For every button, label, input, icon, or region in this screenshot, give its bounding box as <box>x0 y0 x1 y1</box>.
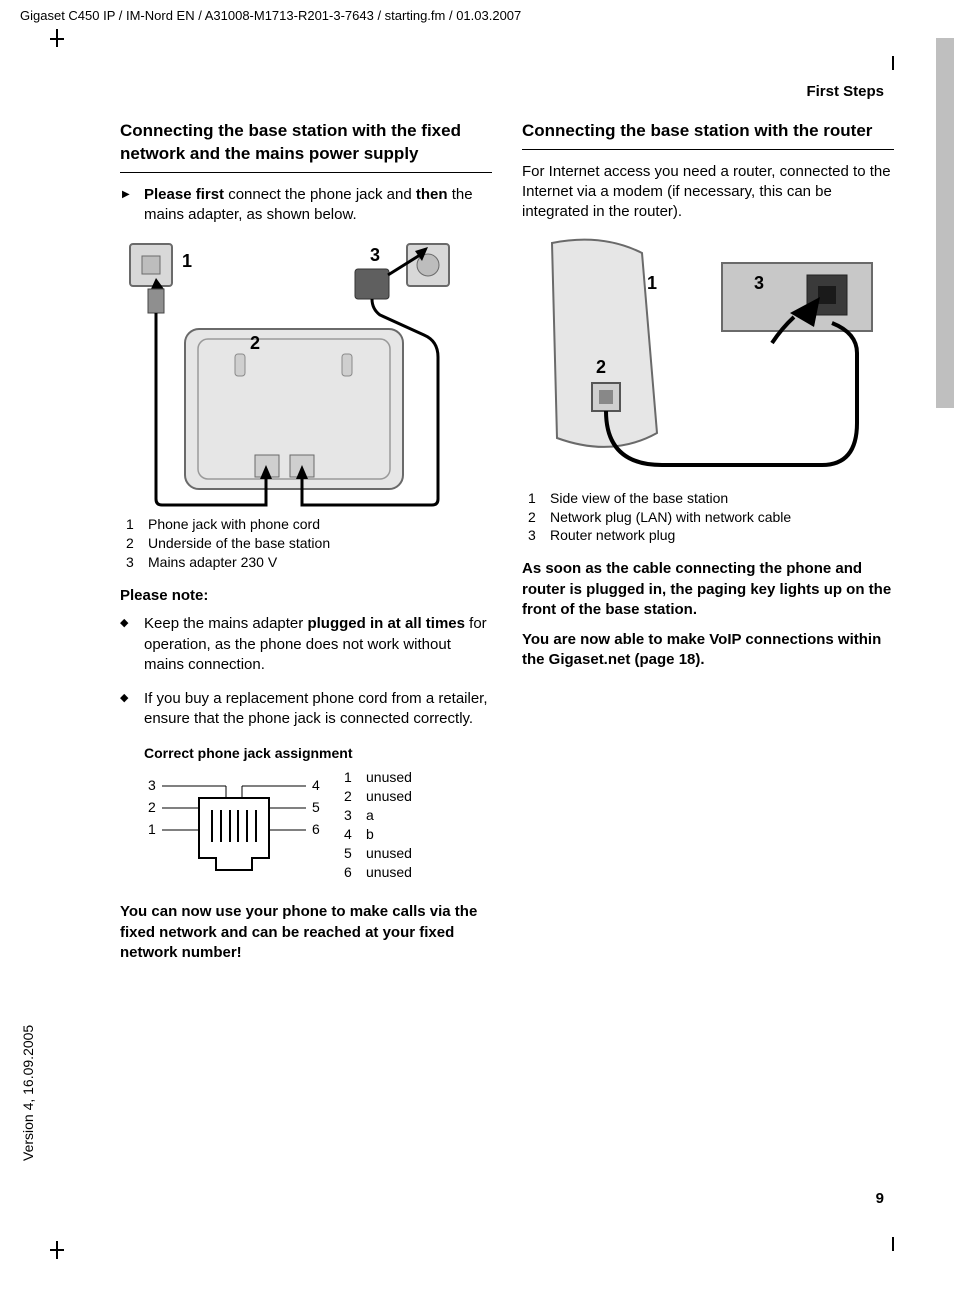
legend2-n3: 3 <box>528 526 542 545</box>
legend1-t1: Phone jack with phone cord <box>148 515 320 534</box>
svg-text:1: 1 <box>647 273 657 293</box>
thumb-index-bar <box>936 38 954 408</box>
doc-path: Gigaset C450 IP / IM-Nord EN / A31008-M1… <box>20 8 521 23</box>
right-column: Connecting the base station with the rou… <box>522 120 894 973</box>
left-closing: You can now use your phone to make calls… <box>120 902 492 963</box>
legend1-n3: 3 <box>126 553 140 572</box>
svg-text:6: 6 <box>312 821 320 837</box>
figure-router-connection: 1 2 3 <box>522 233 894 483</box>
left-heading: Connecting the base station with the fix… <box>120 120 492 173</box>
svg-text:3: 3 <box>148 777 156 793</box>
right-intro: For Internet access you need a router, c… <box>522 162 894 223</box>
legend1-n1: 1 <box>126 515 140 534</box>
note1-prefix: Keep the mains adapter <box>144 615 307 632</box>
svg-text:2: 2 <box>596 357 606 377</box>
note-2: If you buy a replacement phone cord from… <box>120 689 492 730</box>
legend-figure2: 1 Side view of the base station 2 Network … <box>528 489 894 546</box>
note-1: Keep the mains adapter plugged in at all… <box>120 614 492 675</box>
svg-text:2: 2 <box>148 799 156 815</box>
note1-bold: plugged in at all times <box>307 615 465 632</box>
svg-text:5: 5 <box>312 799 320 815</box>
legend2-t2: Network plug (LAN) with network cable <box>550 508 791 527</box>
legend1-t3: Mains adapter 230 V <box>148 553 277 572</box>
legend2-t1: Side view of the base station <box>550 489 728 508</box>
pinout-title: Correct phone jack assignment <box>144 744 492 763</box>
pin-6: unused <box>366 863 412 882</box>
pin-2: unused <box>366 787 412 806</box>
right-bold-2: You are now able to make VoIP connection… <box>522 630 894 671</box>
legend-figure1: 1 Phone jack with phone cord 2 Underside o… <box>126 515 492 572</box>
legend2-n2: 2 <box>528 508 542 527</box>
svg-text:3: 3 <box>754 273 764 293</box>
left-intro: Please first connect the phone jack and … <box>120 185 492 226</box>
legend1-t2: Underside of the base station <box>148 534 330 553</box>
fig1-label-2: 2 <box>250 333 260 353</box>
legend2-t3: Router network plug <box>550 526 675 545</box>
page-number: 9 <box>876 1190 884 1207</box>
pin-5: unused <box>366 844 412 863</box>
svg-text:1: 1 <box>148 821 156 837</box>
please-note-label: Please note: <box>120 586 492 606</box>
pin-1: unused <box>366 768 412 787</box>
intro-bold2: then <box>416 186 448 203</box>
left-column: Connecting the base station with the fix… <box>120 120 492 973</box>
figure-base-connections: 1 2 3 <box>120 239 492 509</box>
legend1-n2: 2 <box>126 534 140 553</box>
right-bold-1: As soon as the cable connecting the phon… <box>522 559 894 620</box>
section-label: First Steps <box>806 83 884 100</box>
pinout-assignments: 1unused 2unused 3a 4b 5unused 6unused <box>344 768 412 888</box>
intro-bold1: Please first <box>144 186 224 203</box>
svg-text:4: 4 <box>312 777 320 793</box>
intro-mid: connect the phone jack and <box>224 186 416 203</box>
legend2-n1: 1 <box>528 489 542 508</box>
pinout-figure: 3 2 1 4 5 6 1unused 2unused 3a 4b 5unuse… <box>120 768 492 888</box>
version-text: Version 4, 16.09.2005 <box>20 1025 36 1161</box>
pin-3: a <box>366 806 374 825</box>
fig1-label-3: 3 <box>370 245 380 265</box>
fig1-label-1: 1 <box>182 251 192 271</box>
right-heading: Connecting the base station with the rou… <box>522 120 894 150</box>
pin-4: b <box>366 825 374 844</box>
